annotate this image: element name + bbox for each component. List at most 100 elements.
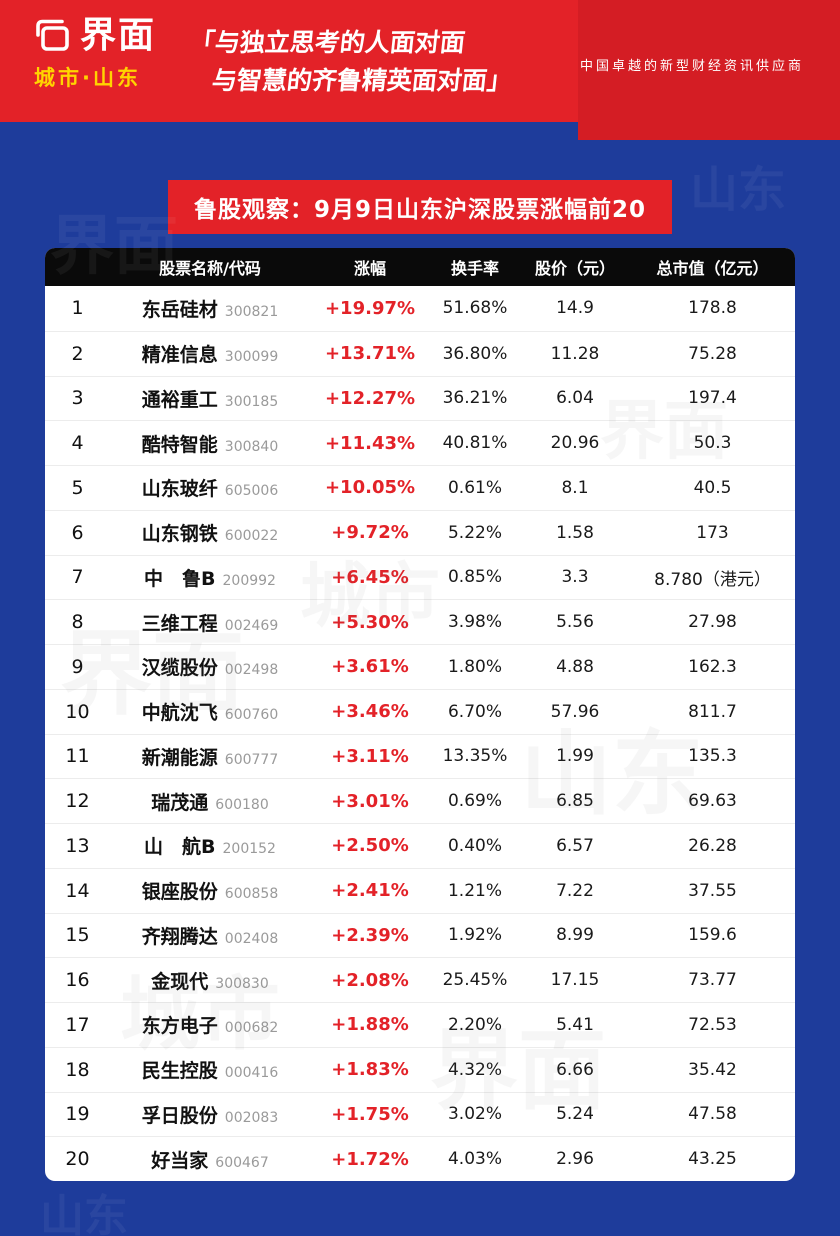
marketcap-cell: 8.780（港元） (654, 569, 771, 590)
rank-cell: 14 (65, 879, 90, 902)
stock-code: 000416 (224, 1065, 279, 1082)
price-cell: 6.57 (556, 835, 594, 856)
change-cell: +19.97% (324, 297, 416, 319)
rank-cell: 2 (71, 342, 84, 365)
table-row: 8 三维工程 002469 +5.30% 3.98% 5.56 27.98 (45, 599, 795, 644)
rank-cell: 5 (71, 476, 84, 499)
change-cell: +5.30% (331, 611, 409, 633)
marketcap-cell: 173 (696, 522, 729, 543)
marketcap-cell: 178.8 (688, 298, 737, 319)
turnover-cell: 51.68% (442, 298, 508, 319)
name-cell: 新潮能源 600777 (110, 743, 310, 770)
table-header-row: 股票名称/代码 涨幅 换手率 股价（元） 总市值（亿元） (45, 248, 795, 286)
price-cell: 4.88 (556, 656, 594, 677)
turnover-cell: 25.45% (442, 970, 508, 991)
change-cell: +10.05% (324, 477, 416, 499)
table-row: 5 山东玻纤 605006 +10.05% 0.61% 8.1 40.5 (45, 465, 795, 510)
stock-code: 200992 (222, 572, 276, 589)
name-cell: 汉缆股份 002498 (110, 653, 310, 680)
turnover-cell: 4.32% (447, 1059, 502, 1080)
table-row: 3 通裕重工 300185 +12.27% 36.21% 6.04 197.4 (45, 375, 795, 421)
jiemian-logo-icon (34, 19, 72, 53)
stock-name: 瑞茂通 (151, 791, 209, 814)
marketcap-cell: 159.6 (688, 925, 737, 946)
turnover-cell: 13.35% (442, 746, 508, 767)
rank-cell: 7 (71, 566, 84, 589)
stock-name: 酷特智能 (141, 433, 218, 456)
name-cell: 金现代 300830 (110, 967, 310, 994)
price-cell: 5.56 (556, 612, 594, 633)
stock-name: 山 航B (144, 836, 216, 859)
table-row: 19 孚日股份 002083 +1.75% 3.02% 5.24 47.58 (45, 1091, 795, 1137)
stock-name: 山东钢铁 (141, 523, 218, 546)
stock-code: 200152 (222, 841, 276, 858)
name-cell: 三维工程 002469 (110, 609, 310, 636)
table-row: 2 精准信息 300099 +13.71% 36.80% 11.28 75.28 (45, 330, 795, 376)
name-cell: 东方电子 000682 (110, 1011, 310, 1038)
turnover-cell: 0.61% (447, 477, 502, 498)
price-cell: 17.15 (550, 970, 600, 991)
stock-code: 600760 (224, 707, 279, 724)
stock-name: 金现代 (151, 970, 209, 993)
stock-name: 三维工程 (141, 612, 218, 635)
turnover-cell: 2.20% (447, 1014, 502, 1035)
change-cell: +1.75% (331, 1103, 409, 1125)
price-cell: 11.28 (550, 343, 600, 364)
price-cell: 7.22 (556, 880, 594, 901)
marketcap-cell: 69.63 (688, 791, 737, 812)
name-cell: 瑞茂通 600180 (110, 788, 310, 815)
name-cell: 山东玻纤 605006 (110, 474, 310, 501)
stock-code: 600858 (224, 886, 279, 903)
price-cell: 5.41 (556, 1014, 594, 1035)
turnover-cell: 0.69% (447, 791, 502, 812)
stock-name: 银座股份 (141, 881, 218, 904)
table-row: 7 中 鲁B 200992 +6.45% 0.85% 3.3 8.780（港元） (45, 554, 795, 600)
stock-code: 300830 (215, 975, 269, 992)
col-marketcap: 总市值（亿元） (656, 259, 769, 278)
marketcap-cell: 50.3 (693, 433, 732, 454)
header-bar: 界面 城市·山东 「与独立思考的人面对面 与智慧的齐鲁精英面对面」 中国卓越的新… (0, 0, 840, 140)
stock-name: 中 鲁B (144, 567, 216, 590)
col-change: 涨幅 (353, 259, 386, 278)
logo-subtitle: 城市·山东 (34, 66, 141, 90)
col-price: 股价（元） (534, 259, 615, 278)
name-cell: 孚日股份 002083 (110, 1101, 310, 1128)
marketcap-cell: 47.58 (688, 1104, 737, 1125)
price-cell: 8.1 (561, 477, 589, 498)
turnover-cell: 0.40% (447, 835, 502, 856)
stock-code: 600777 (224, 751, 279, 768)
stock-name: 汉缆股份 (141, 657, 218, 680)
stock-table-body: 1 东岳硅材 300821 +19.97% 51.68% 14.9 178.8 … (45, 286, 795, 1181)
marketcap-cell: 75.28 (688, 343, 737, 364)
turnover-cell: 0.85% (447, 567, 502, 588)
stock-name: 中航沈飞 (141, 702, 218, 725)
turnover-cell: 5.22% (447, 522, 502, 543)
table-row: 11 新潮能源 600777 +3.11% 13.35% 1.99 135.3 (45, 733, 795, 779)
change-cell: +3.01% (331, 790, 409, 812)
marketcap-cell: 73.77 (688, 970, 737, 991)
name-cell: 银座股份 600858 (110, 877, 310, 904)
turnover-cell: 1.80% (447, 656, 502, 677)
col-turnover: 换手率 (450, 259, 499, 278)
rank-cell: 6 (71, 521, 84, 544)
turnover-cell: 3.98% (447, 612, 502, 633)
logo-brand: 界面 (80, 15, 157, 56)
table-row: 18 民生控股 000416 +1.83% 4.32% 6.66 35.42 (45, 1046, 795, 1092)
watermark-region: 山东 (40, 1191, 128, 1236)
rank-cell: 1 (71, 297, 84, 320)
marketcap-cell: 43.25 (688, 1149, 737, 1170)
table-row: 16 金现代 300830 +2.08% 25.45% 17.15 73.77 (45, 957, 795, 1002)
table-row: 20 好当家 600467 +1.72% 4.03% 2.96 43.25 (45, 1136, 795, 1181)
title-banner: 鲁股观察：9月9日山东沪深股票涨幅前20 (167, 180, 673, 234)
change-cell: +12.27% (324, 387, 416, 409)
change-cell: +3.61% (331, 656, 409, 678)
table-row: 4 酷特智能 300840 +11.43% 40.81% 20.96 50.3 (45, 420, 795, 465)
col-name-code: 股票名称/代码 (159, 259, 261, 278)
rank-cell: 9 (71, 655, 84, 678)
marketcap-cell: 26.28 (688, 835, 737, 856)
name-cell: 好当家 600467 (110, 1146, 310, 1173)
stock-code: 300185 (224, 393, 279, 410)
change-cell: +3.11% (331, 745, 409, 767)
name-cell: 中航沈飞 600760 (110, 698, 310, 725)
